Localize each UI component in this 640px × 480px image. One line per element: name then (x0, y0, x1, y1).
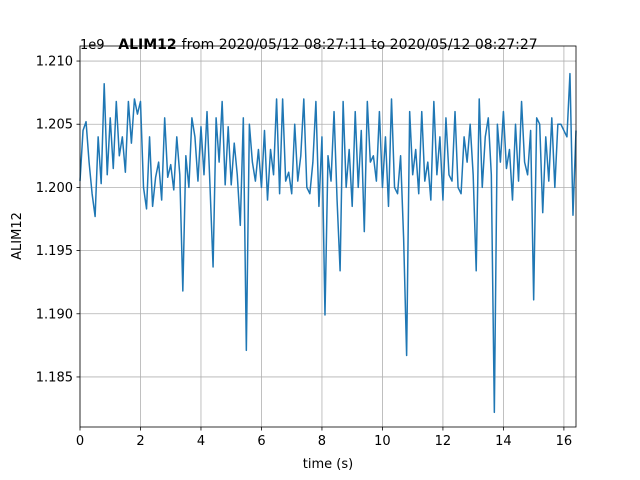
y-tick-label: 1.190 (36, 307, 73, 322)
title-name: ALIM12 (118, 37, 176, 53)
x-tick-label: 0 (76, 434, 84, 449)
y-tick-label: 1.200 (36, 181, 73, 196)
x-tick-label: 8 (318, 434, 326, 449)
chart-title: ALIM12 from 2020/05/12 08:27:11 to 2020/0… (118, 37, 537, 53)
y-tick-label: 1.195 (36, 244, 73, 259)
x-tick-label: 14 (495, 434, 512, 449)
plot-area (79, 72, 577, 414)
x-tick-label: 2 (136, 434, 144, 449)
x-axis-label: time (s) (303, 457, 353, 472)
y-tick-label: 1.210 (36, 55, 73, 70)
y-offset-label: 1e9 (80, 38, 105, 53)
x-tick-label: 4 (197, 434, 205, 449)
y-tick-label: 1.205 (36, 118, 73, 133)
y-axis-label: ALIM12 (10, 212, 25, 260)
x-tick-label: 6 (257, 434, 265, 449)
title-text: from 2020/05/12 08:27:11 to 2020/05/12 0… (182, 37, 538, 53)
axes-frame (79, 45, 577, 428)
y-tick-label: 1.185 (36, 370, 73, 385)
x-tick-label: 12 (435, 434, 452, 449)
data-line (79, 72, 577, 414)
x-tick-label: 10 (374, 434, 391, 449)
x-tick-label: 16 (556, 434, 573, 449)
